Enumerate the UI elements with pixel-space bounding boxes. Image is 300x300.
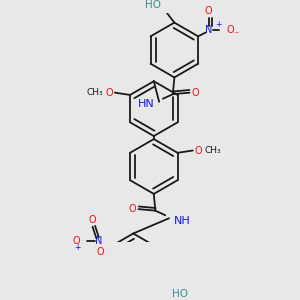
Text: O: O [97, 247, 104, 257]
Text: CH₃: CH₃ [86, 88, 103, 97]
Text: O: O [194, 146, 202, 155]
Text: O: O [226, 25, 234, 35]
Text: O: O [73, 236, 81, 246]
Text: HO: HO [172, 290, 188, 299]
Text: +: + [215, 20, 221, 29]
Text: +: + [74, 243, 81, 252]
Text: O: O [192, 88, 200, 98]
Text: HN: HN [138, 99, 154, 109]
Text: O: O [106, 88, 113, 98]
Text: O: O [129, 204, 136, 214]
Text: N: N [205, 25, 212, 35]
Text: CH₃: CH₃ [205, 146, 222, 155]
Text: O: O [205, 6, 213, 16]
Text: O: O [89, 215, 97, 225]
Text: N: N [95, 236, 103, 246]
Text: NH: NH [174, 216, 190, 226]
Text: ⁻: ⁻ [233, 30, 238, 40]
Text: HO: HO [146, 0, 161, 10]
